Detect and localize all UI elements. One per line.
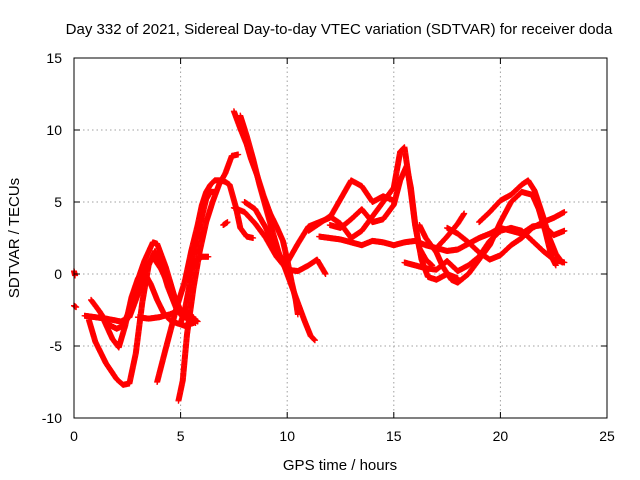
x-tick-label-5: 25 [599, 428, 615, 444]
chart-title: Day 332 of 2021, Sidereal Day-to-day VTE… [66, 21, 613, 38]
x-tick-label-3: 15 [386, 428, 402, 444]
series-track-2 [71, 302, 80, 311]
y-tick-label-0: -10 [42, 410, 62, 426]
y-tick-label-5: 15 [46, 50, 62, 66]
series-track-12 [220, 219, 231, 229]
data-point [211, 188, 218, 195]
data-point [250, 235, 257, 241]
x-tick-label-1: 5 [177, 428, 185, 444]
data-point [224, 219, 231, 226]
series-track-15 [230, 204, 329, 277]
series-track-1 [71, 268, 79, 279]
series-track-11 [177, 188, 218, 326]
x-tick-label-4: 20 [493, 428, 509, 444]
data-point [235, 151, 242, 158]
data-point [205, 253, 212, 260]
y-axis-label: SDTVAR / TECUs [6, 178, 23, 298]
x-axis-label: GPS time / hours [283, 457, 397, 474]
y-tick-label-4: 10 [46, 122, 62, 138]
y-tick-label-3: 5 [54, 194, 62, 210]
x-tick-label-2: 10 [279, 428, 295, 444]
data-point [72, 272, 79, 279]
x-tick-label-0: 0 [70, 428, 78, 444]
series-track-6 [100, 269, 197, 351]
series-track-18 [316, 210, 468, 252]
y-tick-label-2: 0 [54, 266, 62, 282]
y-tick-label-1: -5 [50, 338, 63, 354]
data-layer [71, 108, 568, 404]
